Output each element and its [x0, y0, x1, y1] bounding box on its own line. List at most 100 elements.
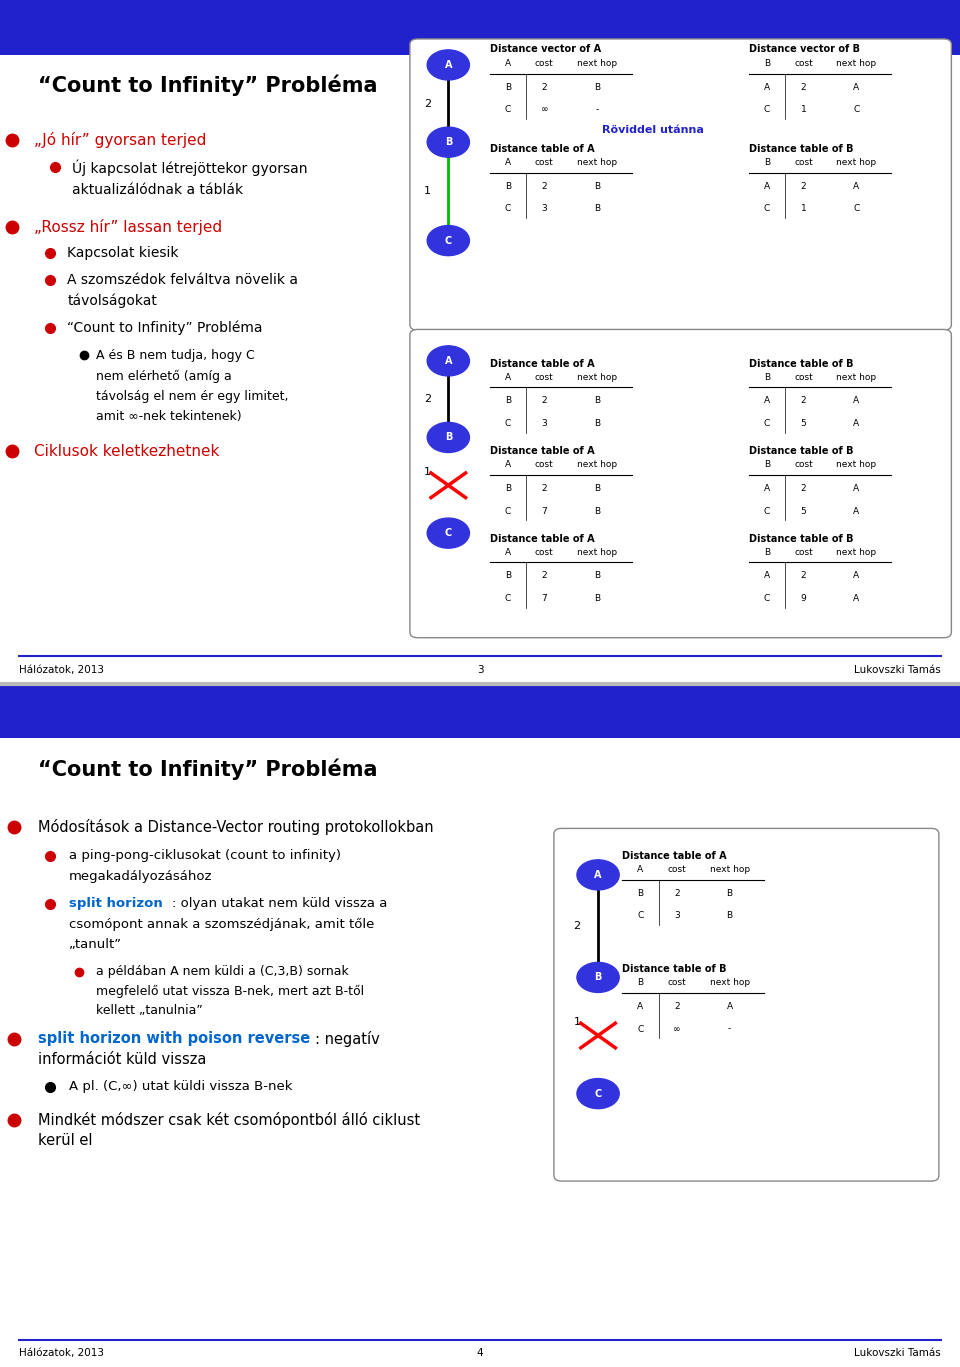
Text: 3: 3: [541, 205, 547, 213]
Text: 2: 2: [801, 396, 806, 406]
Text: C: C: [505, 105, 511, 115]
Text: Distance table of B: Distance table of B: [749, 144, 853, 154]
Text: cost: cost: [794, 59, 813, 68]
Text: távolságokat: távolságokat: [67, 294, 157, 308]
Text: A szomszédok felváltva növelik a: A szomszédok felváltva növelik a: [67, 272, 299, 287]
Text: A: A: [594, 869, 602, 880]
Text: 3: 3: [541, 420, 547, 428]
Text: B: B: [594, 484, 600, 493]
Circle shape: [427, 49, 469, 79]
Text: cost: cost: [667, 865, 686, 874]
Text: A és B nem tudja, hogy C: A és B nem tudja, hogy C: [96, 349, 254, 362]
Text: C: C: [637, 1025, 643, 1033]
Text: B: B: [594, 182, 600, 191]
Text: Mindkét módszer csak két csomópontból álló ciklust: Mindkét módszer csak két csomópontból ál…: [38, 1111, 420, 1128]
Text: 3: 3: [477, 664, 483, 675]
Text: „Jó hír” gyorsan terjed: „Jó hír” gyorsan terjed: [34, 133, 206, 148]
Text: next hop: next hop: [836, 59, 876, 68]
Text: “Count to Infinity” Probléma: “Count to Infinity” Probléma: [38, 75, 378, 96]
Text: B: B: [505, 83, 511, 92]
Text: C: C: [853, 205, 859, 213]
FancyBboxPatch shape: [0, 55, 960, 684]
Text: 2: 2: [801, 484, 806, 493]
Text: Distance table of A: Distance table of A: [622, 850, 727, 861]
Text: B: B: [764, 59, 770, 68]
Text: információt küld vissza: információt küld vissza: [38, 1053, 206, 1066]
Text: B: B: [594, 420, 600, 428]
Text: split horizon: split horizon: [69, 897, 163, 910]
Text: C: C: [764, 420, 770, 428]
Text: C: C: [444, 235, 452, 246]
Text: 3: 3: [674, 912, 680, 920]
Text: amit ∞-nek tekintenek): amit ∞-nek tekintenek): [96, 410, 242, 424]
Text: C: C: [764, 205, 770, 213]
Text: Lukovszki Tamás: Lukovszki Tamás: [854, 664, 941, 675]
Text: next hop: next hop: [709, 865, 750, 874]
FancyBboxPatch shape: [0, 0, 960, 55]
Circle shape: [427, 422, 469, 452]
Text: “Count to Infinity” Probléma: “Count to Infinity” Probléma: [38, 759, 378, 779]
Text: 2: 2: [541, 484, 547, 493]
FancyBboxPatch shape: [0, 738, 960, 1367]
Text: Röviddel utánna: Röviddel utánna: [602, 124, 704, 135]
Text: A: A: [637, 1002, 643, 1012]
Text: B: B: [594, 972, 602, 983]
Text: A: A: [853, 595, 859, 603]
FancyBboxPatch shape: [554, 828, 939, 1181]
Text: B: B: [594, 571, 600, 581]
Text: 5: 5: [801, 507, 806, 515]
Text: A: A: [853, 571, 859, 581]
Text: A: A: [853, 484, 859, 493]
Text: A: A: [764, 484, 770, 493]
Text: B: B: [594, 595, 600, 603]
Text: B: B: [594, 83, 600, 92]
Text: C: C: [505, 205, 511, 213]
Circle shape: [427, 127, 469, 157]
Text: 1: 1: [573, 1017, 581, 1027]
Text: „tanult”: „tanult”: [69, 938, 122, 951]
Text: Distance table of A: Distance table of A: [490, 533, 594, 544]
Text: A pl. (C,∞) utat küldi vissza B-nek: A pl. (C,∞) utat küldi vissza B-nek: [69, 1080, 293, 1094]
Text: Distance table of A: Distance table of A: [490, 144, 594, 154]
Text: a ping-pong-ciklusokat (count to infinity): a ping-pong-ciklusokat (count to infinit…: [69, 849, 341, 863]
Text: next hop: next hop: [709, 979, 750, 987]
Text: B: B: [594, 507, 600, 515]
Text: B: B: [505, 571, 511, 581]
Text: A: A: [505, 159, 511, 167]
Text: next hop: next hop: [836, 373, 876, 381]
Text: A: A: [444, 60, 452, 70]
Text: B: B: [594, 205, 600, 213]
Text: kerül el: kerül el: [38, 1133, 93, 1147]
Text: B: B: [764, 461, 770, 469]
Text: next hop: next hop: [836, 159, 876, 167]
Text: Distance vector of B: Distance vector of B: [749, 44, 860, 53]
Text: Lukovszki Tamás: Lukovszki Tamás: [854, 1348, 941, 1359]
Text: Hálózatok, 2013: Hálózatok, 2013: [19, 664, 105, 675]
Text: cost: cost: [535, 373, 554, 381]
Text: 1: 1: [423, 186, 431, 197]
Text: cost: cost: [794, 548, 813, 556]
Text: split horizon with poison reverse: split horizon with poison reverse: [38, 1032, 311, 1046]
Text: 2: 2: [423, 98, 431, 108]
Text: Distance table of A: Distance table of A: [490, 446, 594, 457]
FancyBboxPatch shape: [410, 38, 951, 329]
Text: C: C: [505, 420, 511, 428]
Text: cost: cost: [535, 548, 554, 556]
Text: C: C: [637, 912, 643, 920]
Text: cost: cost: [535, 159, 554, 167]
Text: cost: cost: [794, 373, 813, 381]
FancyBboxPatch shape: [0, 684, 960, 738]
Text: A: A: [853, 396, 859, 406]
Circle shape: [427, 346, 469, 376]
Text: A: A: [764, 83, 770, 92]
Text: csomópont annak a szomszédjának, amit tőle: csomópont annak a szomszédjának, amit tő…: [69, 917, 374, 931]
Text: Distance table of B: Distance table of B: [749, 533, 853, 544]
Text: 7: 7: [541, 507, 547, 515]
Text: A: A: [444, 355, 452, 366]
Text: : olyan utakat nem küld vissza a: : olyan utakat nem küld vissza a: [172, 897, 387, 910]
Circle shape: [577, 1079, 619, 1109]
Text: 1: 1: [423, 466, 431, 477]
Text: next hop: next hop: [577, 461, 617, 469]
Text: C: C: [444, 528, 452, 539]
Text: C: C: [764, 507, 770, 515]
